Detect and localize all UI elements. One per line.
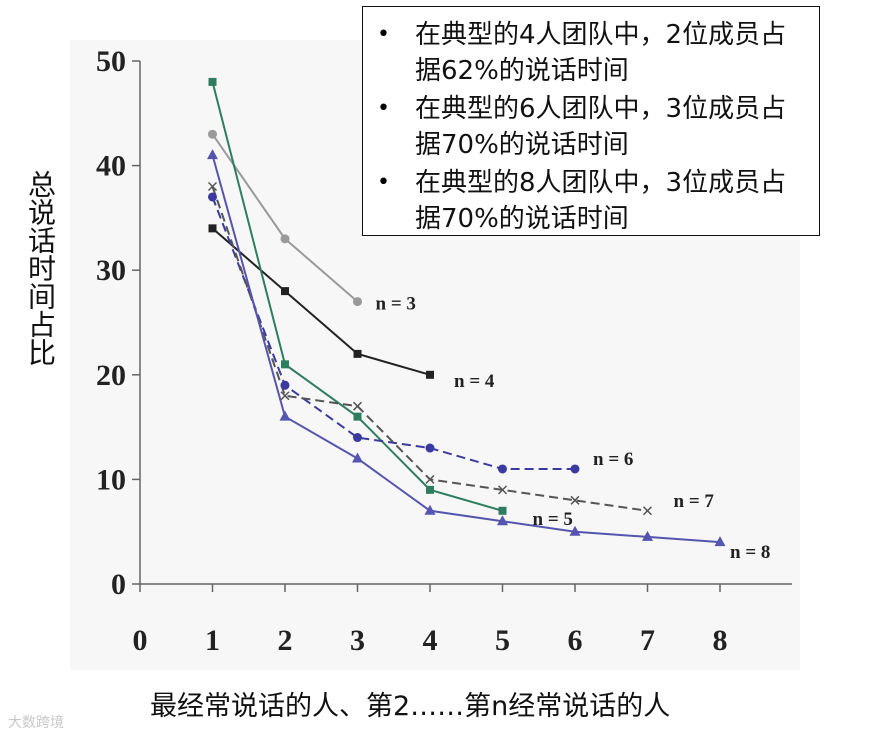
data-point [208, 192, 217, 202]
data-point [498, 464, 507, 474]
data-point [280, 391, 290, 401]
data-point [353, 297, 362, 307]
series-label: n = 4 [454, 371, 495, 392]
x-tick-label: 4 [423, 624, 438, 657]
data-point [425, 443, 435, 453]
x-tick-label: 0 [133, 624, 148, 657]
data-point [207, 181, 218, 192]
x-tick-label: 7 [640, 624, 655, 657]
y-tick-label: 30 [96, 254, 126, 287]
data-point [497, 485, 508, 495]
x-tick-label: 2 [278, 624, 293, 657]
annotation-text: 在典型的6人团队中，3位成员占据70%的说话时间 [415, 94, 787, 160]
series-line-n6 [211, 196, 575, 470]
data-point [642, 530, 653, 541]
data-point [570, 464, 580, 474]
y-tick-label: 40 [96, 150, 126, 183]
annotation-item: • 在典型的4人团队中，2位成员占据62%的说话时间 [375, 17, 809, 89]
data-point [569, 525, 581, 536]
data-point [642, 506, 653, 516]
series-label: n = 6 [593, 449, 633, 470]
annotation-item: • 在典型的6人团队中，3位成员占据70%的说话时间 [375, 91, 809, 163]
annotation-text: 在典型的8人团队中，3位成员占据70%的说话时间 [415, 168, 787, 234]
series-line-n4 [211, 227, 431, 376]
x-tick-label: 3 [350, 624, 365, 657]
data-point [353, 412, 362, 421]
data-point [497, 515, 508, 526]
data-point [281, 287, 289, 296]
data-point-stroke [642, 506, 653, 516]
series-line-n8 [211, 154, 721, 544]
y-tick-label: 50 [96, 45, 126, 78]
data-point [280, 380, 290, 390]
series-label: n = 8 [730, 542, 770, 563]
data-point [208, 129, 217, 139]
data-point [280, 234, 290, 244]
data-point [424, 504, 436, 515]
data-point [352, 452, 363, 463]
data-point [353, 433, 362, 443]
data-point [208, 77, 217, 86]
data-point-stroke [497, 485, 508, 495]
x-tick-label: 1 [205, 624, 220, 657]
bullet-icon: • [377, 170, 390, 195]
annotation-text: 在典型的4人团队中，2位成员占据62%的说话时间 [415, 20, 787, 86]
data-point-stroke [352, 401, 363, 411]
bullet-icon: • [377, 96, 390, 121]
x-tick-label: 8 [713, 624, 728, 657]
data-point [279, 410, 291, 421]
y-tick-label: 20 [96, 359, 126, 392]
x-axis-label: 最经常说话的人、第2……第n经常说话的人 [150, 691, 671, 722]
series-markers [207, 77, 726, 547]
data-point [426, 485, 434, 494]
y-axis-label: 总说话时间占比 [24, 170, 57, 366]
data-point [425, 474, 435, 484]
data-point [570, 495, 580, 505]
data-point [353, 349, 362, 358]
series-label: n = 3 [376, 294, 416, 315]
annotation-item: • 在典型的8人团队中，3位成员占据70%的说话时间 [375, 165, 809, 237]
watermark: 大数跨境 [8, 715, 64, 731]
data-point [498, 506, 507, 515]
data-point [208, 224, 217, 233]
data-point [281, 360, 289, 369]
series-label: n = 5 [533, 509, 573, 530]
data-point [352, 401, 363, 411]
data-point [426, 370, 434, 379]
data-point-stroke [425, 474, 435, 484]
data-point [714, 536, 726, 547]
axes: 0 10 20 30 40 50 0 1 2 3 4 5 6 7 8 [96, 45, 792, 657]
series-label: n = 7 [674, 491, 715, 512]
y-tick-label: 10 [96, 463, 126, 496]
data-point-stroke [207, 181, 218, 192]
x-tick-label: 6 [568, 624, 583, 657]
annotation-box: • 在典型的4人团队中，2位成员占据62%的说话时间 • 在典型的6人团队中，3… [362, 6, 820, 236]
bullet-icon: • [377, 22, 390, 47]
y-tick-label: 0 [111, 568, 126, 601]
data-point-stroke [280, 391, 290, 401]
series-labels: n = 3 n = 4 n = 5 n = 6 n = 7 n = 8 [376, 294, 771, 564]
data-point-stroke [570, 495, 580, 505]
data-point [207, 149, 218, 160]
x-tick-label: 5 [495, 624, 510, 657]
